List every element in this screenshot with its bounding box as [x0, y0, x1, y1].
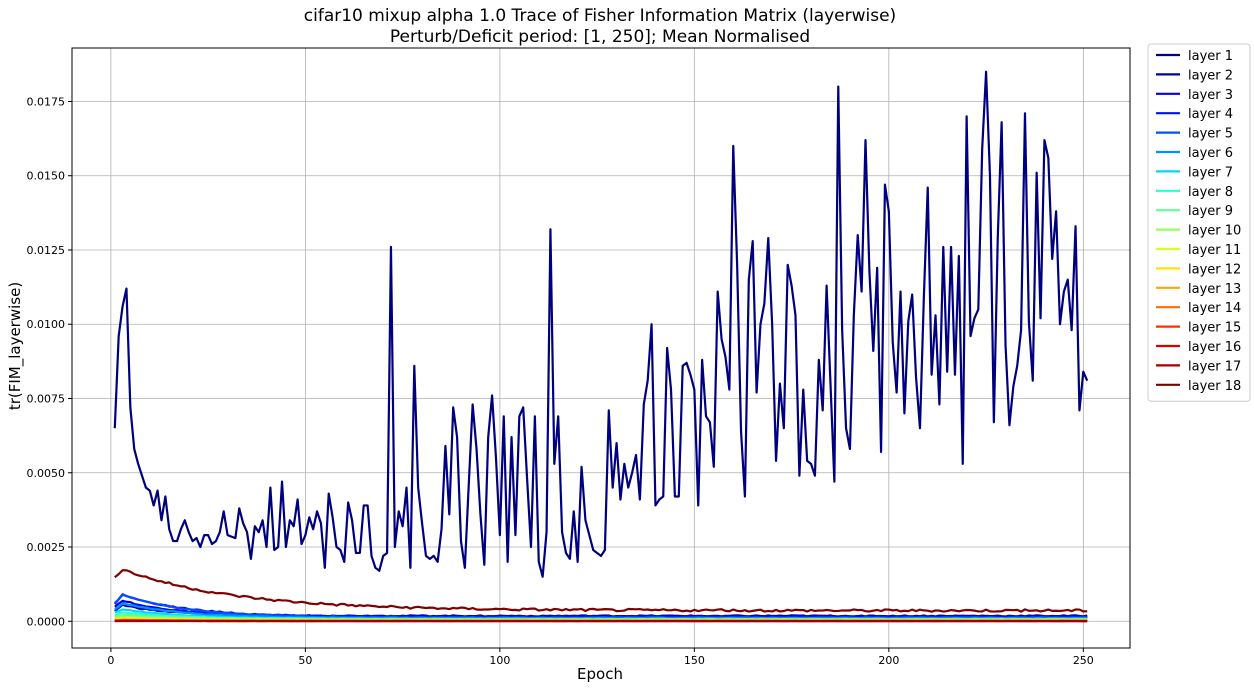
- legend-entry: layer 10: [1188, 224, 1241, 239]
- x-tick-label: 250: [1073, 654, 1094, 667]
- y-tick-label: 0.0075: [27, 392, 66, 405]
- legend-entry: layer 1: [1188, 49, 1233, 64]
- legend-entry: layer 18: [1188, 379, 1241, 394]
- y-axis-label: tr(FIM_layerwise): [6, 282, 25, 410]
- chart-title: cifar10 mixup alpha 1.0 Trace of Fisher …: [304, 6, 896, 26]
- plot-frame: [72, 48, 1130, 648]
- axis-ticks: 0 50 100 150 200 250 0.0000 0.0025 0.0050 0.0075 0…: [27, 95, 1094, 667]
- legend-entry: layer 3: [1188, 88, 1233, 103]
- legend-entry: layer 7: [1188, 165, 1233, 180]
- legend-entry: layer 9: [1188, 204, 1233, 219]
- y-tick-label: 0.0150: [27, 170, 66, 183]
- x-tick-label: 200: [878, 654, 899, 667]
- y-tick-label: 0.0025: [27, 541, 66, 554]
- y-tick-label: 0.0050: [27, 467, 66, 480]
- y-tick-label: 0.0100: [27, 318, 66, 331]
- y-tick-label: 0.0125: [27, 244, 66, 257]
- legend-entry: layer 2: [1188, 68, 1233, 83]
- legend-entry: layer 8: [1188, 185, 1233, 200]
- legend: layer 1 layer 2 layer 3 layer 4 layer 5 layer…: [1148, 44, 1250, 401]
- x-tick-label: 100: [489, 654, 510, 667]
- chart-subtitle: Perturb/Deficit period: [1, 250]; Mean N…: [390, 27, 810, 47]
- y-tick-label: 0.0175: [27, 95, 66, 108]
- legend-entry: layer 15: [1188, 321, 1241, 336]
- legend-entry: layer 13: [1188, 282, 1241, 297]
- grid: [72, 48, 1130, 648]
- x-axis-label: Epoch: [577, 665, 623, 683]
- x-tick-label: 0: [107, 654, 114, 667]
- legend-entry: layer 5: [1188, 127, 1233, 142]
- legend-entry: layer 14: [1188, 301, 1241, 316]
- series-line-layer-18: [115, 570, 1087, 612]
- legend-entry: layer 16: [1188, 340, 1241, 355]
- legend-entry: layer 6: [1188, 146, 1233, 161]
- legend-entry: layer 11: [1188, 243, 1241, 258]
- legend-entry: layer 4: [1188, 107, 1233, 122]
- legend-entry: layer 17: [1188, 359, 1241, 374]
- x-tick-label: 150: [684, 654, 705, 667]
- y-tick-label: 0.0000: [27, 615, 66, 628]
- legend-entry: layer 12: [1188, 262, 1241, 277]
- x-tick-label: 50: [298, 654, 312, 667]
- series-lines: [115, 72, 1087, 621]
